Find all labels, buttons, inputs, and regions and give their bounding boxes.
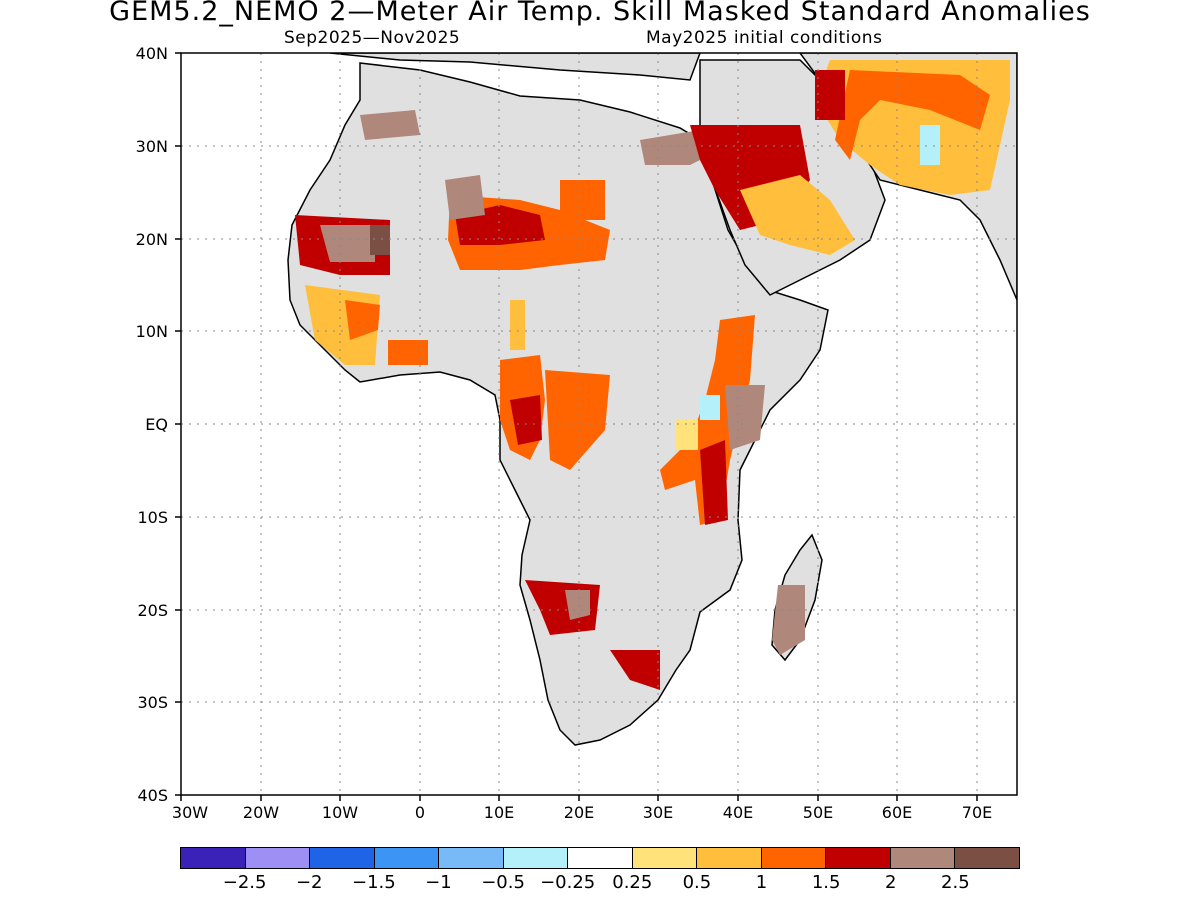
colorbar-label: −1 [425,872,452,893]
axis-ticks [175,52,978,801]
anomaly-patch-iran-red [815,70,845,120]
anomaly-patch-niger [560,180,605,220]
anomaly-patch-iran-orange [835,70,990,160]
colorbar-segment [955,848,1019,868]
lat-label-20n: 20N [135,230,168,249]
anomaly-patch-west-coast-orange [345,300,380,340]
colorbar-label: −2 [295,872,323,893]
colorbar-label: 0.25 [612,872,653,893]
colorbar-segment [439,848,504,868]
colorbar-label: 1 [755,872,768,893]
lat-label-40s: 40S [137,786,168,805]
colorbar-segment [761,848,827,868]
lon-label-30w: 30W [171,803,209,822]
anomaly-patch-arabia-yellow [740,175,855,255]
colorbar-segment [374,848,440,868]
anomaly-patch-algeria-brown [445,175,485,220]
colorbar-segment [503,848,569,868]
lat-label-30s: 30S [137,693,168,712]
lat-label-eq: EQ [145,415,168,434]
season-label: Sep2025—Nov2025 [284,28,461,48]
gridlines [181,53,1017,795]
anomaly-patch-south-africa [610,650,660,690]
colorbar-segment [826,848,891,868]
anomaly-patch-lake-yellow [676,420,698,450]
colorbar-label: −0.5 [481,872,525,893]
colorbar-segment [181,848,246,868]
init-label: May2025 initial conditions [646,28,883,48]
lon-label-30e: 30E [642,803,674,822]
lon-label-60e: 60E [881,803,913,822]
chart-title: GEM5.2_NEMO 2—Meter Air Temp. Skill Mask… [109,0,1091,27]
anomaly-patch-mauritania-dark [370,225,390,255]
lon-label-10e: 10E [483,803,515,822]
anomaly-patch-madagascar [772,585,805,655]
colorbar-label: 2.5 [941,872,970,893]
colorbar-segment [245,848,311,868]
lon-label-0: 0 [414,803,426,822]
anomaly-patch-congo-red [510,395,542,445]
colorbar-label: −2.5 [222,872,267,893]
colorbar-segment [568,848,633,868]
colorbar-label: 2 [885,872,897,893]
lon-label-10w: 10W [321,803,359,822]
colorbar-label: −1.5 [351,872,396,893]
anomaly-patch-iran-blue [920,125,940,165]
lat-label-40n: 40N [135,44,168,63]
anomaly-patch-east-africa-red [700,440,728,525]
colorbar-segment [310,848,375,868]
lon-label-40e: 40E [722,803,754,822]
anomaly-patch-central-yellow [510,300,525,350]
lat-label-10s: 10S [137,508,168,527]
anomaly-patch-namibia-brown [565,590,590,620]
anomaly-patch-central [545,370,610,470]
lon-label-50e: 50E [802,803,834,822]
anomaly-patch-gulf-guinea [388,340,428,365]
europe-landmass [329,53,701,81]
colorbar-label: −0.25 [540,872,596,893]
anomaly-patch-lake-victoria-blue [700,395,720,420]
lat-label-10n: 10N [135,322,168,341]
anomaly-patch-mauritania-brown [320,225,375,262]
lat-label-20s: 20S [137,601,168,620]
lon-label-20e: 20E [563,803,595,822]
lon-label-70e: 70E [961,803,993,822]
lat-label-30n: 30N [135,137,168,156]
colorbar-segment [697,848,762,868]
colorbar-segment [632,848,698,868]
anomaly-patch-kenya-brown [725,385,765,450]
anomaly-patch-morocco [360,110,420,140]
colorbar-label: 1.5 [811,872,841,893]
colorbar-label: 0.5 [682,872,712,893]
colorbar-segment [890,848,956,868]
lon-label-20w: 20W [242,803,280,822]
colorbar-legend [180,847,1020,869]
